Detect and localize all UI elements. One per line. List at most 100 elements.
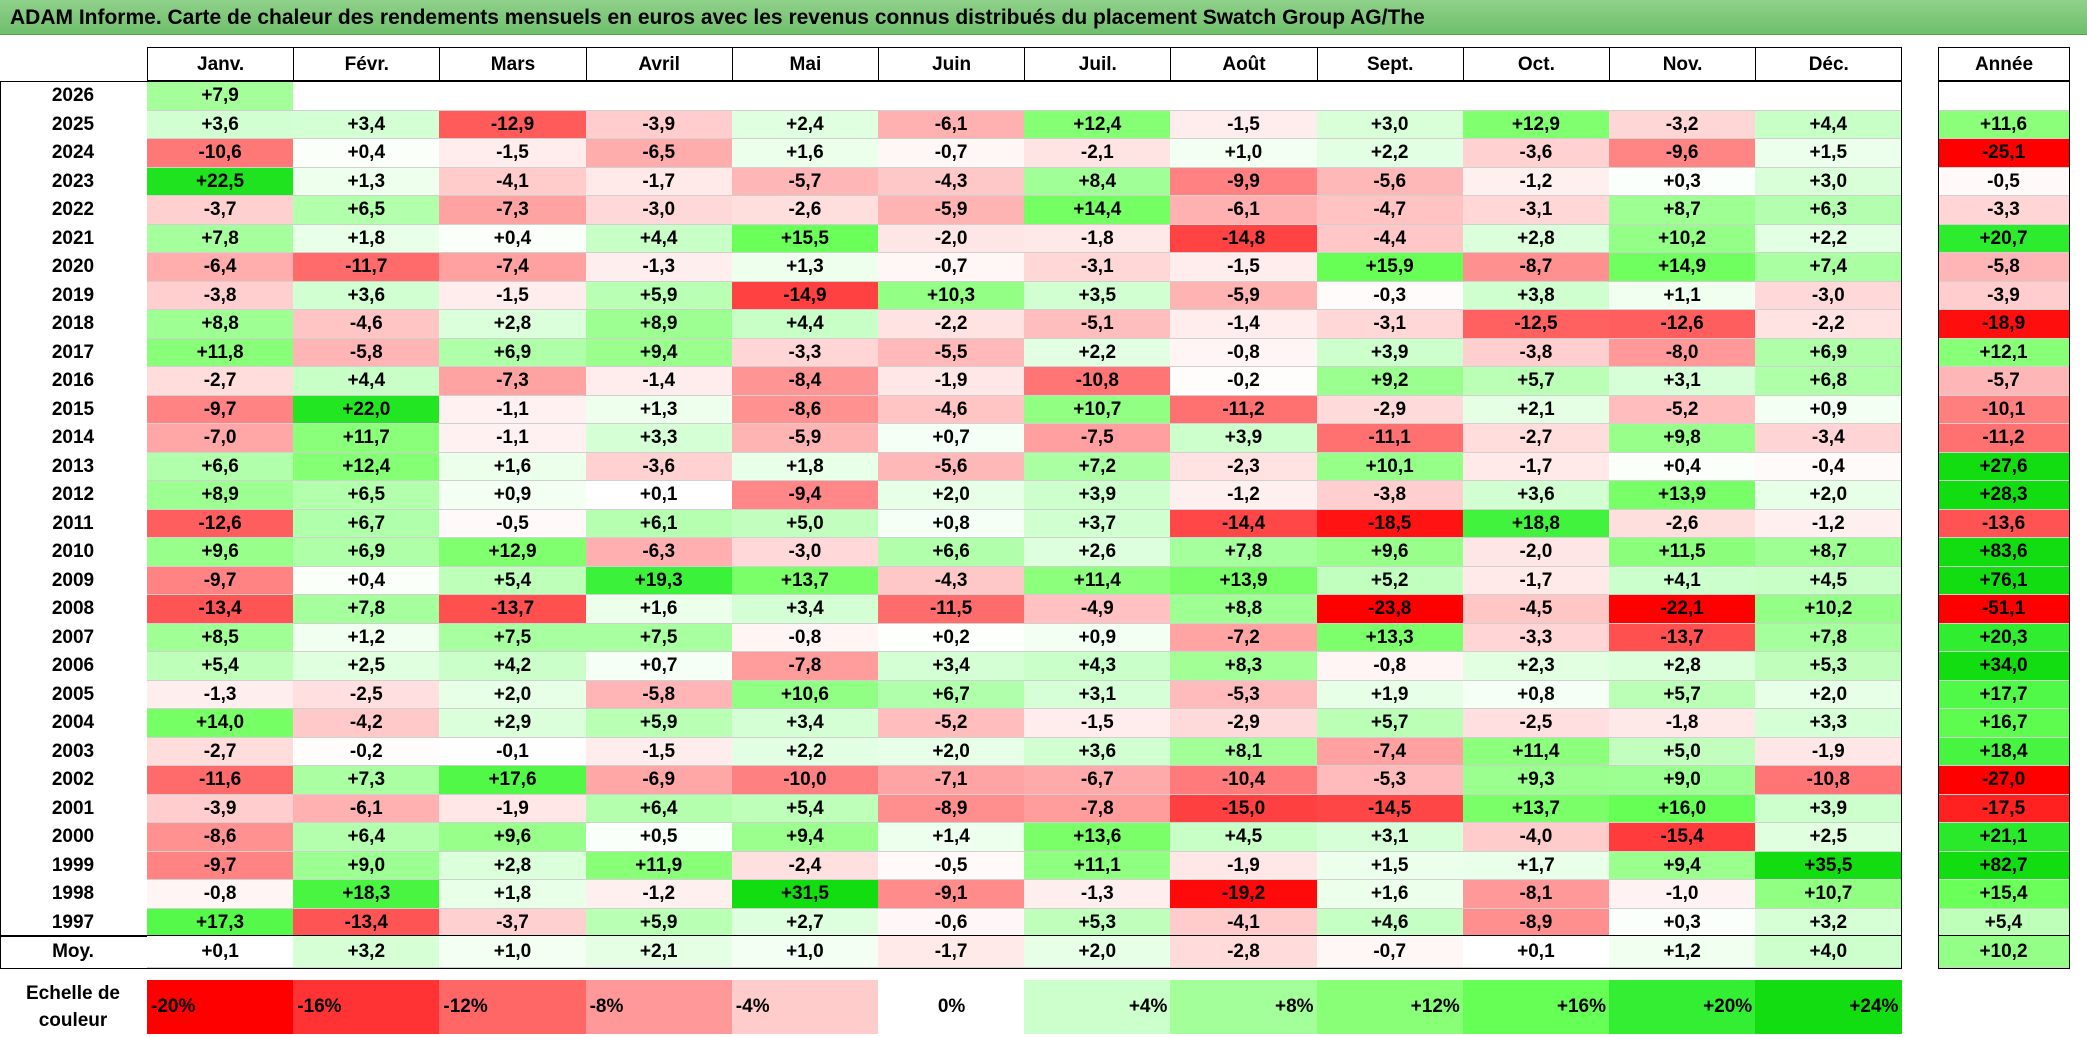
heatmap-cell: +1,8 (293, 224, 441, 253)
heatmap-cell: +3,6 (1462, 481, 1610, 510)
heatmap-cell: +6,9 (293, 538, 441, 567)
heatmap-cell: -3,0 (1755, 281, 1903, 310)
heatmap-cell: +0,7 (878, 424, 1026, 453)
year-label: 2023 (51, 170, 95, 192)
heatmap-cell: +4,4 (585, 224, 733, 253)
month-header: Mars (439, 47, 587, 81)
heatmap-cell: +14,4 (1024, 196, 1172, 225)
heatmap-cell: -12,6 (147, 509, 295, 538)
heatmap-cell: -2,6 (731, 196, 879, 225)
heatmap-cell: -3,8 (1462, 338, 1610, 367)
heatmap-cell: -11,7 (293, 253, 441, 282)
heatmap-cell: +9,6 (1316, 538, 1464, 567)
heatmap-cell (1316, 82, 1464, 111)
heatmap-cell: +0,4 (1609, 452, 1757, 481)
year-label: 2004 (51, 712, 95, 733)
heatmap-cell: -8,9 (878, 794, 1026, 823)
heatmap-cell: +10,3 (878, 281, 1026, 310)
heatmap-cell: -13,4 (293, 908, 441, 937)
heatmap-cell: -15,4 (1609, 823, 1757, 852)
heatmap-cell (878, 82, 1026, 111)
heatmap-cell: -2,2 (878, 310, 1026, 339)
heatmap-cell: +0,4 (293, 566, 441, 595)
heatmap-cell: -2,9 (1170, 709, 1318, 738)
heatmap-cell: -0,8 (1316, 652, 1464, 681)
heatmap-cell: +9,4 (731, 823, 879, 852)
annual-cell: +82,7 (1938, 851, 2070, 880)
month-header: Oct. (1462, 47, 1610, 81)
year-label: 2012 (51, 484, 95, 505)
heatmap-cell: -5,3 (1170, 680, 1318, 709)
heatmap-cell: -8,1 (1462, 880, 1610, 909)
heatmap-cell: -4,0 (1462, 823, 1610, 852)
heatmap-cell: +5,4 (439, 566, 587, 595)
heatmap-cell: +8,9 (147, 481, 295, 510)
heatmap-cell: +1,5 (1316, 851, 1464, 880)
heatmap-cell: -5,8 (585, 680, 733, 709)
heatmap-cell: +2,2 (1316, 139, 1464, 168)
heatmap-cell: +1,6 (1316, 880, 1464, 909)
annual-cell: +27,6 (1938, 452, 2070, 481)
heatmap-cell: +3,7 (1024, 509, 1172, 538)
heatmap-cell: -7,3 (439, 367, 587, 396)
heatmap-cell: -5,2 (1609, 395, 1757, 424)
heatmap-cell: -18,5 (1316, 509, 1464, 538)
heatmap-cell: -1,5 (1170, 110, 1318, 139)
heatmap-cell: +3,4 (878, 652, 1026, 681)
heatmap-cell: +13,9 (1609, 481, 1757, 510)
heatmap-cell: -3,1 (1024, 253, 1172, 282)
annual-cell: +5,4 (1938, 908, 2070, 937)
heatmap-cell: +11,9 (585, 851, 733, 880)
heatmap-cell: -5,7 (731, 167, 879, 196)
average-label: Moy. (52, 941, 94, 962)
heatmap-cell: -1,3 (147, 680, 295, 709)
heatmap-cell: +0,7 (585, 652, 733, 681)
heatmap-cell: +3,0 (1755, 167, 1903, 196)
heatmap-cell: +5,4 (731, 794, 879, 823)
heatmap-cell: -1,5 (439, 139, 587, 168)
heatmap-cell: +3,1 (1316, 823, 1464, 852)
heatmap-cell: +1,9 (1316, 680, 1464, 709)
heatmap-cell: -0,6 (878, 908, 1026, 937)
heatmap-cell: +0,9 (1024, 623, 1172, 652)
heatmap-cell: +6,5 (293, 196, 441, 225)
heatmap-cell (439, 82, 587, 111)
heatmap-cell: -3,2 (1609, 110, 1757, 139)
heatmap-cell: +5,4 (147, 652, 295, 681)
heatmap-cell: -0,7 (878, 253, 1026, 282)
year-label: 2008 (51, 598, 95, 619)
color-scale-step: -12% (439, 980, 587, 1034)
heatmap-cell: -7,4 (439, 253, 587, 282)
heatmap-cell: -2,5 (293, 680, 441, 709)
heatmap-cell: +1,3 (585, 395, 733, 424)
year-label: 1999 (51, 854, 95, 876)
heatmap-cell: +17,6 (439, 766, 587, 795)
average-annual-cell: +10,2 (1938, 936, 2070, 968)
annual-cell: +34,0 (1938, 652, 2070, 681)
heatmap-cell: -1,9 (1755, 737, 1903, 766)
heatmap-cell: +4,1 (1609, 566, 1757, 595)
heatmap-cell: +3,9 (1024, 481, 1172, 510)
heatmap-cell: +8,7 (1609, 196, 1757, 225)
heatmap-cell: -5,9 (1170, 281, 1318, 310)
heatmap-cell: -2,3 (1170, 452, 1318, 481)
heatmap-cell: +8,7 (1755, 538, 1903, 567)
heatmap-cell: -6,9 (585, 766, 733, 795)
heatmap-cell: -6,1 (878, 110, 1026, 139)
heatmap-cell: -8,4 (731, 367, 879, 396)
average-cell: -2,8 (1170, 936, 1318, 968)
annual-cell: +17,7 (1938, 680, 2070, 709)
heatmap-cell: -9,7 (147, 395, 295, 424)
heatmap-cell: -4,3 (878, 566, 1026, 595)
heatmap-cell: +6,7 (293, 509, 441, 538)
year-label: 2026 (51, 85, 95, 106)
heatmap-cell: -3,3 (1462, 623, 1610, 652)
color-scale-step: +16% (1462, 980, 1610, 1034)
heatmap-cell: -23,8 (1316, 595, 1464, 624)
year-label: 2007 (51, 626, 95, 648)
heatmap-cell: -11,2 (1170, 395, 1318, 424)
heatmap-cell: +2,8 (1609, 652, 1757, 681)
heatmap-cell: +4,6 (1316, 908, 1464, 937)
heatmap-cell: +7,8 (1170, 538, 1318, 567)
heatmap-cell: +1,3 (293, 167, 441, 196)
